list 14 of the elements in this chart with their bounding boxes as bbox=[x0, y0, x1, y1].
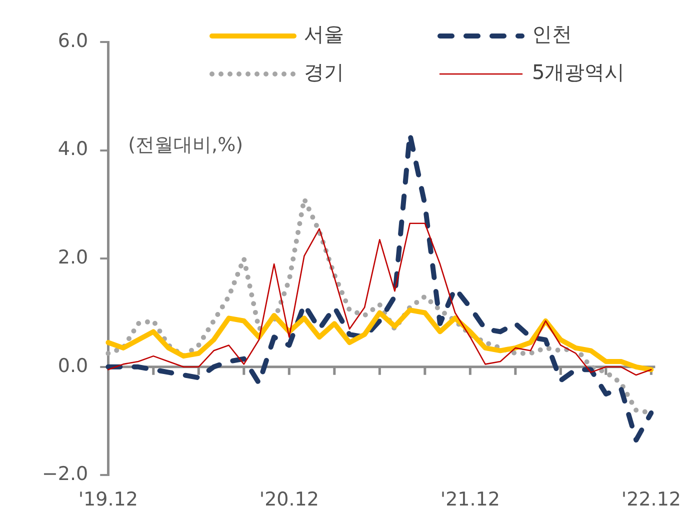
legend-label: 5개광역시 bbox=[532, 60, 625, 84]
y-tick-label: 6.0 bbox=[58, 30, 88, 52]
legend-label: 경기 bbox=[304, 60, 344, 84]
y-tick-label: 0.0 bbox=[58, 354, 88, 377]
y-tick-label: 4.0 bbox=[58, 138, 88, 160]
y-tick-label: 2.0 bbox=[58, 246, 88, 269]
legend-label: 서울 bbox=[304, 22, 344, 46]
legend-label: 인천 bbox=[532, 22, 572, 46]
annotation: (전월대비,%) bbox=[128, 134, 244, 156]
x-tick-label: '21.12 bbox=[440, 488, 500, 511]
x-tick-label: '22.12 bbox=[621, 488, 682, 511]
x-tick-label: '20.12 bbox=[259, 488, 319, 511]
y-tick-label: −2.0 bbox=[42, 463, 88, 486]
x-tick-label: '19.12 bbox=[78, 488, 138, 511]
